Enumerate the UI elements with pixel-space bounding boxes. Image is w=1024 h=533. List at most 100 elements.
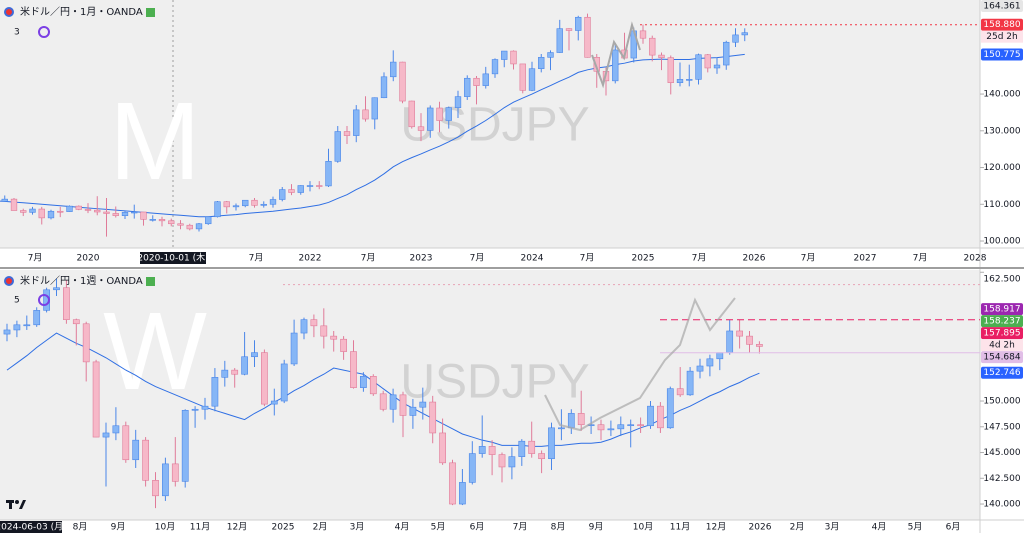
- candle-body: [242, 199, 249, 207]
- candle-body: [389, 394, 397, 410]
- candle-body: [241, 356, 248, 375]
- indicator-icon[interactable]: [38, 26, 50, 38]
- candle-body: [280, 363, 288, 402]
- price-badge: [981, 303, 1023, 316]
- candle-body: [334, 131, 341, 162]
- price-badge-label: 157.895: [983, 329, 1020, 339]
- candle-body: [597, 424, 605, 431]
- crosshair-date: 2024-06-03 (月): [0, 522, 67, 533]
- candle-body: [330, 335, 338, 340]
- tradingview-logo[interactable]: [6, 500, 26, 509]
- candle-body: [409, 406, 417, 416]
- candle-body: [726, 330, 734, 353]
- y-tick-label: 145.000: [983, 448, 1020, 458]
- candle-body: [449, 462, 456, 505]
- candle-body: [261, 352, 268, 405]
- candle-body: [468, 453, 476, 483]
- candle-body: [279, 189, 286, 200]
- price-badge-label: 164.361: [983, 2, 1020, 12]
- candle-body: [473, 77, 480, 86]
- candle-body: [528, 440, 536, 454]
- candle-body: [1, 198, 8, 202]
- monthly-pane: M USDJPY: [0, 13, 980, 237]
- candle-body: [84, 209, 92, 211]
- candle-body: [565, 28, 573, 31]
- candle-body: [13, 324, 21, 331]
- countdown-badge: [981, 30, 1023, 43]
- candle-body: [399, 61, 406, 102]
- candle-body: [637, 424, 644, 427]
- candle-body: [320, 325, 328, 337]
- x-tick-label: 12月: [706, 522, 726, 533]
- candle-body: [716, 352, 724, 360]
- candle-body: [567, 413, 575, 429]
- candle-body: [112, 213, 119, 216]
- candle-body: [131, 211, 138, 214]
- price-badge: [981, 327, 1023, 340]
- x-tick-label: 2022: [299, 254, 322, 264]
- indicator-icon[interactable]: [38, 294, 50, 306]
- candle-body: [607, 428, 615, 431]
- candle-body: [201, 405, 209, 410]
- y-tick-label: 130.000: [983, 126, 1020, 136]
- candle-body: [439, 432, 446, 464]
- x-tick-label: 7月: [580, 253, 595, 264]
- candle-body: [223, 201, 230, 208]
- candle-body: [704, 54, 711, 69]
- pane-background: [0, 0, 980, 248]
- candle-body: [168, 220, 175, 225]
- candle-body: [741, 32, 748, 36]
- x-tick-label: 3月: [350, 522, 365, 533]
- candle-body: [488, 446, 496, 455]
- candle-body: [288, 189, 295, 193]
- x-tick-label: 7月: [249, 253, 264, 264]
- x-tick-label: 3月: [825, 522, 840, 533]
- countdown: 4d 2h: [989, 341, 1015, 351]
- candle-body: [152, 480, 159, 497]
- candle-body: [686, 370, 694, 396]
- candle-body: [558, 427, 565, 430]
- candle-body: [171, 463, 179, 482]
- candle-body: [102, 432, 110, 438]
- zigzag-drawing[interactable]: [591, 21, 641, 89]
- candle-body: [158, 219, 166, 222]
- period-letter: W: [103, 290, 207, 413]
- price-badge-label: 158.237: [983, 317, 1020, 327]
- candle-body: [686, 79, 693, 81]
- watermark: USDJPY: [400, 356, 589, 409]
- flag-icon: [4, 7, 14, 17]
- candle-body: [191, 408, 199, 411]
- candle-body: [369, 376, 377, 395]
- candle-body: [436, 107, 443, 121]
- x-tick-label: 2月: [313, 522, 328, 533]
- x-tick-label: 5月: [908, 522, 923, 533]
- status-icon[interactable]: [146, 277, 155, 286]
- x-tick-label: 4月: [395, 522, 410, 533]
- price-badge-label: 152.746: [983, 368, 1020, 378]
- weekly-pane: W USDJPY: [3, 278, 980, 509]
- candle-body: [756, 344, 763, 347]
- x-tick-label: 2月: [790, 522, 805, 533]
- candle-body: [214, 201, 221, 218]
- candle-body: [454, 96, 462, 108]
- candle-body: [399, 394, 407, 416]
- y-tick-label: 142.500: [983, 474, 1020, 484]
- x-tick-label: 6月: [946, 522, 961, 533]
- candle-body: [427, 107, 434, 131]
- price-badge-label: 150.775: [983, 50, 1020, 60]
- price-badge: [981, 0, 1023, 12]
- candle-body: [57, 210, 64, 213]
- candle-body: [149, 219, 156, 221]
- x-tick-label: 7月: [913, 253, 928, 264]
- candle-body: [306, 185, 314, 187]
- candle-body: [132, 439, 140, 461]
- candle-body: [547, 52, 554, 58]
- candle-body: [612, 49, 619, 82]
- zigzag-drawing[interactable]: [544, 297, 736, 432]
- price-badge: [981, 366, 1023, 379]
- x-tick-label: 5月: [431, 522, 446, 533]
- status-icon[interactable]: [146, 8, 155, 17]
- candle-body: [94, 209, 101, 213]
- candle-body: [23, 324, 31, 327]
- y-tick-label: 110.000: [983, 200, 1020, 210]
